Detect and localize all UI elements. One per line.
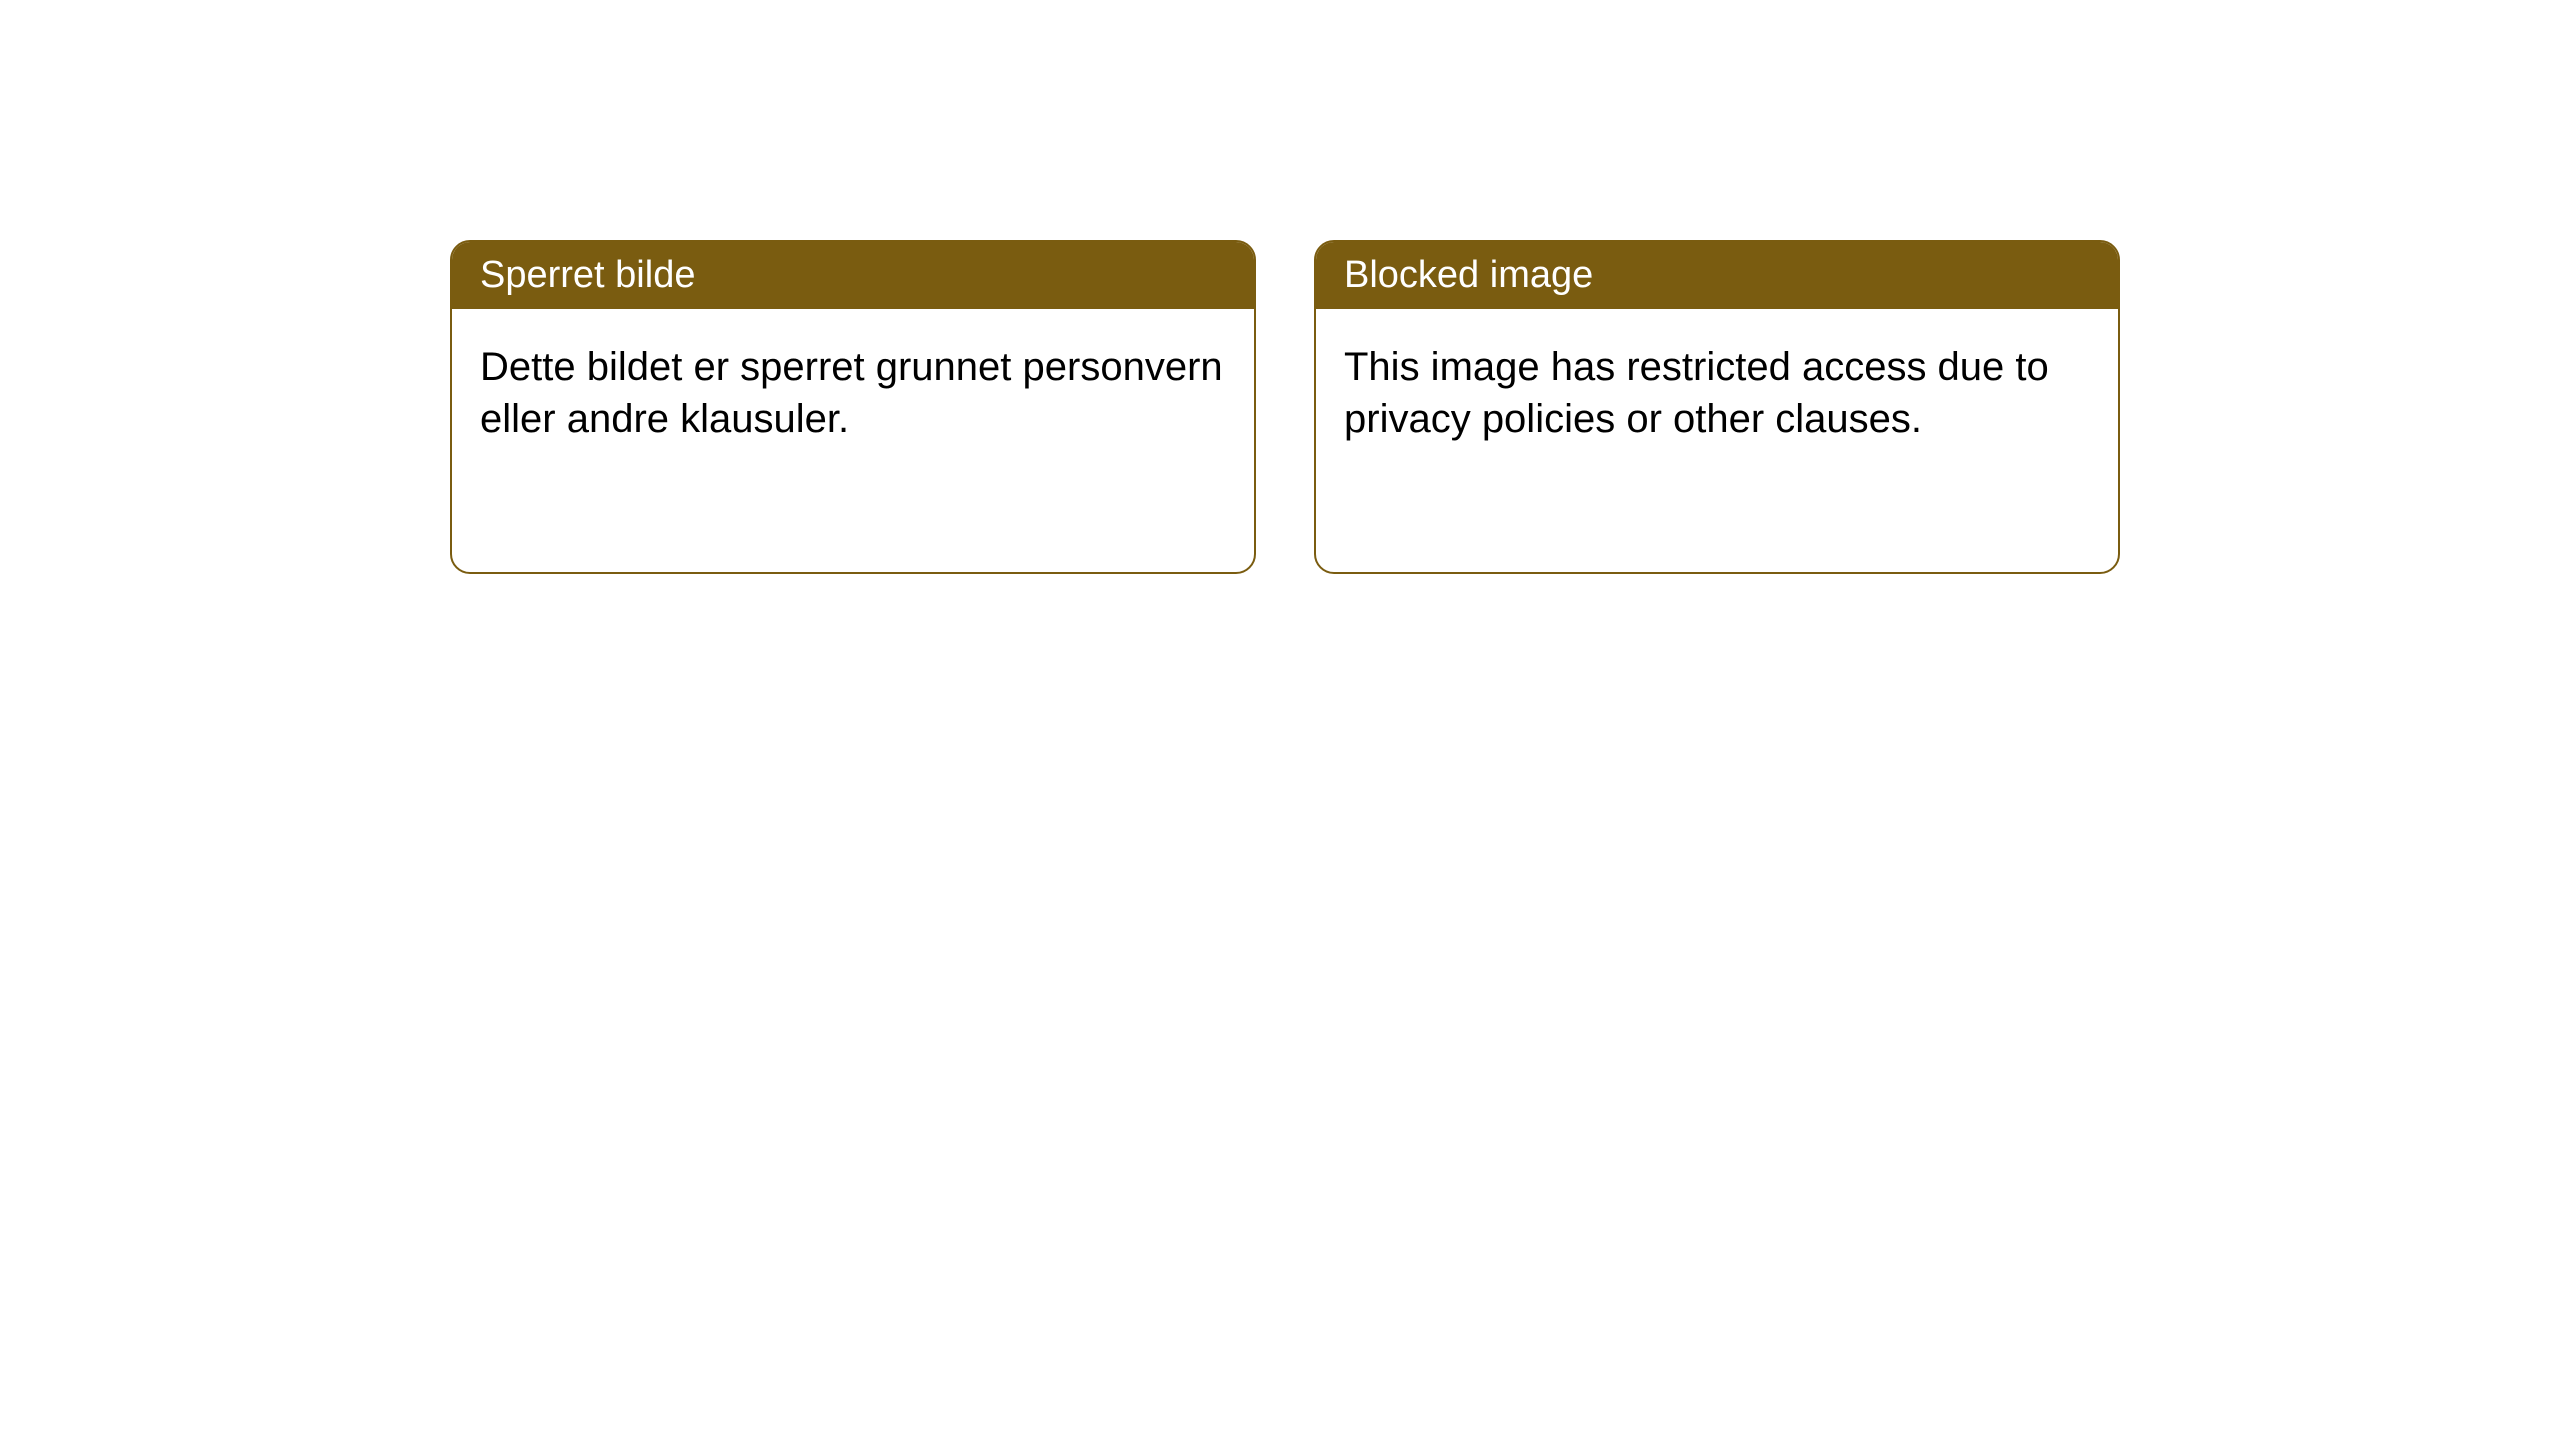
notice-header: Blocked image: [1316, 242, 2118, 309]
notice-box-english: Blocked image This image has restricted …: [1314, 240, 2120, 574]
notice-body: This image has restricted access due to …: [1316, 309, 2118, 477]
notice-body-text: This image has restricted access due to …: [1344, 345, 2049, 441]
notice-container: Sperret bilde Dette bildet er sperret gr…: [450, 240, 2120, 574]
notice-body-text: Dette bildet er sperret grunnet personve…: [480, 345, 1223, 441]
notice-box-norwegian: Sperret bilde Dette bildet er sperret gr…: [450, 240, 1256, 574]
notice-title: Sperret bilde: [480, 254, 695, 296]
notice-header: Sperret bilde: [452, 242, 1254, 309]
notice-body: Dette bildet er sperret grunnet personve…: [452, 309, 1254, 477]
notice-title: Blocked image: [1344, 254, 1593, 296]
